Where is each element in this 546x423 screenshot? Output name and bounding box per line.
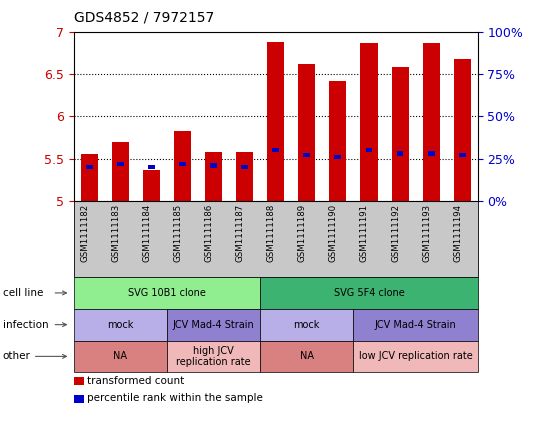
- Text: GSM1111184: GSM1111184: [143, 204, 151, 262]
- Bar: [360, 43, 377, 201]
- Text: GSM1111182: GSM1111182: [80, 204, 89, 262]
- Bar: [205, 152, 222, 201]
- Bar: [210, 163, 217, 168]
- Bar: [81, 154, 98, 201]
- Bar: [366, 148, 372, 152]
- Text: cell line: cell line: [3, 288, 43, 298]
- Bar: [423, 43, 440, 201]
- Bar: [148, 165, 155, 169]
- Bar: [391, 67, 408, 201]
- Bar: [117, 162, 124, 166]
- Bar: [304, 153, 310, 157]
- Text: GSM1111187: GSM1111187: [236, 204, 245, 262]
- Text: GSM1111189: GSM1111189: [298, 204, 307, 262]
- Text: infection: infection: [3, 320, 49, 330]
- Text: SVG 5F4 clone: SVG 5F4 clone: [334, 288, 405, 298]
- Text: low JCV replication rate: low JCV replication rate: [359, 352, 472, 361]
- Bar: [236, 152, 253, 201]
- Text: GSM1111194: GSM1111194: [453, 204, 462, 262]
- Text: JCV Mad-4 Strain: JCV Mad-4 Strain: [375, 320, 456, 330]
- Text: GSM1111190: GSM1111190: [329, 204, 338, 262]
- Bar: [143, 170, 160, 201]
- Text: mock: mock: [294, 320, 320, 330]
- Text: GSM1111192: GSM1111192: [391, 204, 400, 262]
- Text: GSM1111188: GSM1111188: [267, 204, 276, 262]
- Bar: [112, 142, 129, 201]
- Text: GSM1111193: GSM1111193: [422, 204, 431, 262]
- Text: high JCV
replication rate: high JCV replication rate: [176, 346, 251, 367]
- Bar: [459, 153, 466, 157]
- Bar: [241, 165, 248, 169]
- Bar: [298, 64, 316, 201]
- Bar: [335, 155, 341, 159]
- Text: transformed count: transformed count: [87, 376, 185, 386]
- Bar: [272, 148, 279, 152]
- Text: mock: mock: [107, 320, 134, 330]
- Text: percentile rank within the sample: percentile rank within the sample: [87, 393, 263, 404]
- Bar: [396, 151, 403, 156]
- Text: GDS4852 / 7972157: GDS4852 / 7972157: [74, 11, 214, 25]
- Bar: [267, 42, 284, 201]
- Text: GSM1111191: GSM1111191: [360, 204, 369, 262]
- Text: GSM1111183: GSM1111183: [111, 204, 120, 262]
- Text: GSM1111186: GSM1111186: [205, 204, 213, 262]
- Bar: [179, 162, 186, 166]
- Bar: [428, 151, 435, 156]
- Text: NA: NA: [114, 352, 127, 361]
- Text: JCV Mad-4 Strain: JCV Mad-4 Strain: [173, 320, 254, 330]
- Bar: [174, 131, 191, 201]
- Bar: [454, 59, 471, 201]
- Text: SVG 10B1 clone: SVG 10B1 clone: [128, 288, 206, 298]
- Text: GSM1111185: GSM1111185: [174, 204, 182, 262]
- Bar: [86, 165, 93, 169]
- Bar: [329, 81, 347, 201]
- Text: other: other: [3, 352, 31, 361]
- Text: NA: NA: [300, 352, 314, 361]
